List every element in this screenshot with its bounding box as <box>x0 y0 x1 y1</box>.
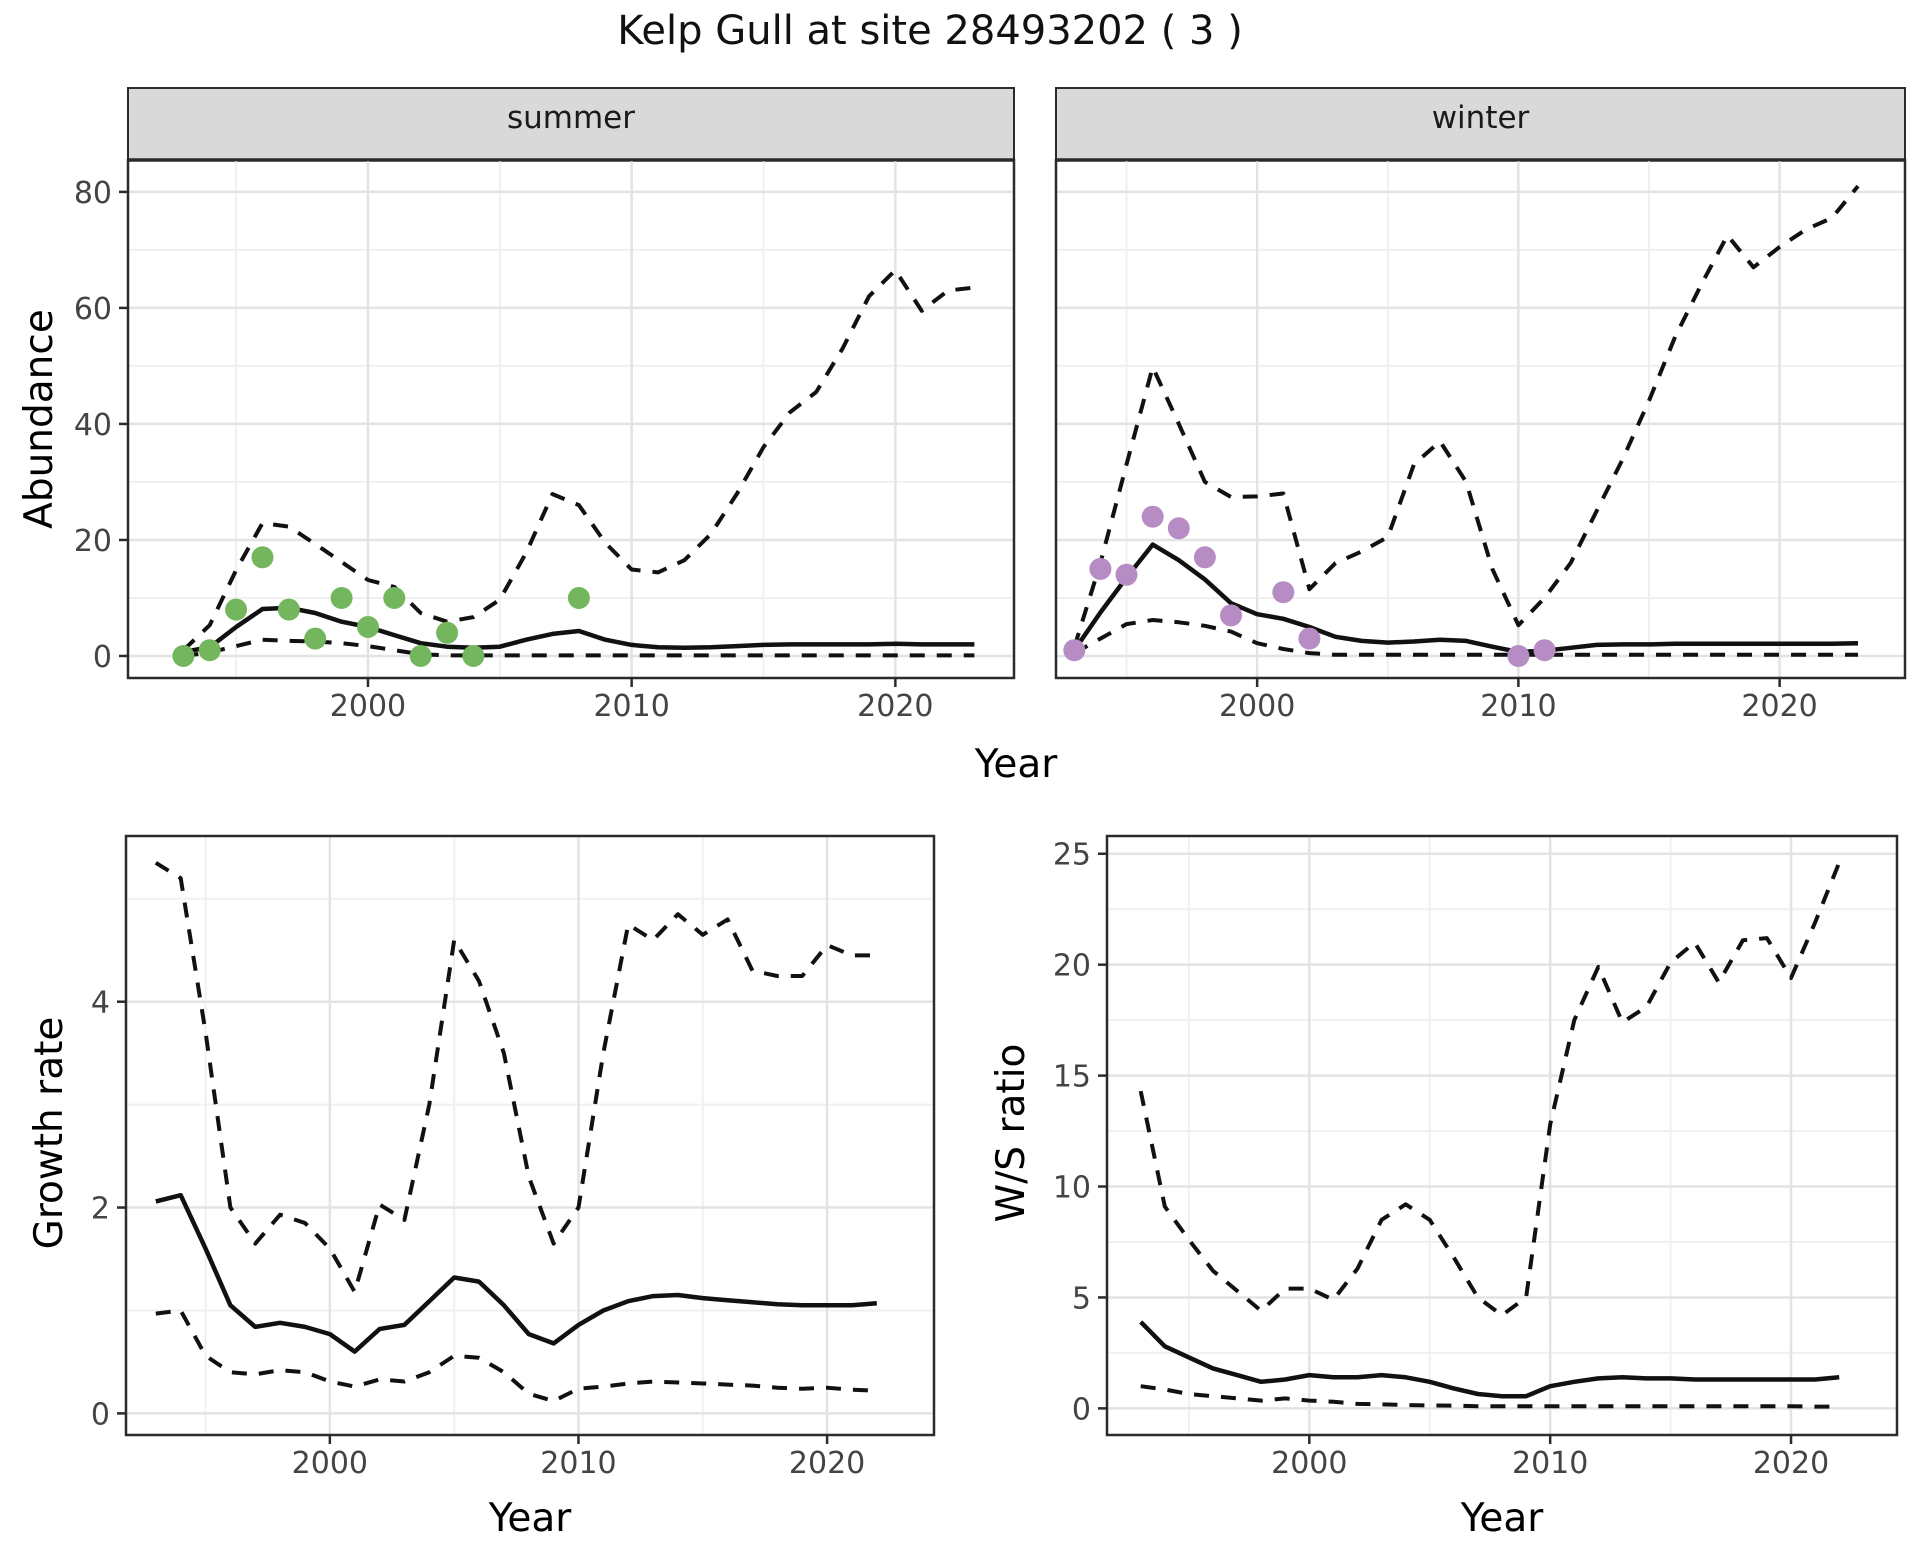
y-axis-title-abundance: Abundance <box>17 309 62 529</box>
median-line <box>183 605 975 655</box>
observation-point <box>357 616 379 638</box>
y-tick-label: 15 <box>1053 1060 1091 1095</box>
median-line <box>1072 542 1859 655</box>
series-group <box>172 268 975 667</box>
ci-upper-line <box>1072 184 1860 648</box>
x-tick-label: 2000 <box>1219 689 1295 724</box>
panel-winter: 2000 2010 2020 <box>1054 87 1907 724</box>
x-tick-label: 2000 <box>292 1446 368 1481</box>
observation-point <box>1167 517 1190 540</box>
panel-border <box>1054 158 1907 680</box>
ci-lower-line <box>155 1308 877 1403</box>
panel-summer: 2000 2010 2020 0 20 40 60 80 <box>74 87 1016 724</box>
x-tick-label: 2010 <box>593 689 669 724</box>
ci-lower-line <box>1140 1384 1840 1409</box>
observation-point <box>1272 581 1295 604</box>
facet-label-winter: winter <box>1431 100 1530 136</box>
panel-border <box>126 158 1016 680</box>
y-tick-label: 20 <box>1053 949 1091 984</box>
y-tick-label: 20 <box>74 524 112 559</box>
observation-point <box>1220 604 1242 627</box>
x-tick-label: 2010 <box>1512 1446 1588 1481</box>
y-tick-label: 40 <box>74 408 112 443</box>
x-tick-label: 2000 <box>1271 1446 1347 1481</box>
panel-ws: 2000 2010 2020 0 5 10 15 20 25 <box>1053 834 1899 1481</box>
ci-upper-line <box>182 268 975 652</box>
y-axis-title-growth-rate: Growth rate <box>27 1016 72 1250</box>
observation-point <box>567 587 590 609</box>
observation-point <box>198 639 221 662</box>
y-axis-title-ws-ratio: W/S ratio <box>989 1043 1034 1223</box>
observation-point <box>251 546 274 569</box>
x-tick-label: 2020 <box>857 689 933 724</box>
panel-border <box>124 834 936 1437</box>
facet-label-summer: summer <box>506 100 635 136</box>
series-group <box>1138 861 1842 1409</box>
observation-point <box>225 598 248 621</box>
observation-point <box>383 587 406 609</box>
observation-point <box>1089 557 1112 580</box>
x-tick-label: 2020 <box>1753 1446 1829 1481</box>
x-axis-title-year-top: Year <box>974 742 1058 787</box>
observation-point <box>172 645 195 667</box>
observation-point <box>1298 627 1321 650</box>
median-line <box>1139 1320 1840 1399</box>
y-tick-label: 5 <box>1072 1281 1091 1316</box>
figure-title: Kelp Gull at site 28493202 ( 3 ) <box>617 8 1243 54</box>
ci-lower-line <box>183 637 975 658</box>
observation-point <box>409 645 432 667</box>
observation-point <box>1115 563 1138 586</box>
facet-strip <box>127 87 1015 161</box>
x-tick-label: 2000 <box>330 689 406 724</box>
y-tick-label: 60 <box>74 292 112 327</box>
x-tick-label: 2010 <box>1480 689 1556 724</box>
x-axis-title-year-ws: Year <box>1460 1496 1544 1541</box>
observation-point <box>330 587 353 609</box>
observation-point <box>1193 546 1216 569</box>
y-tick-label: 4 <box>91 986 110 1021</box>
panel-border <box>1105 834 1899 1437</box>
observation-point <box>304 627 327 650</box>
median-line <box>155 1192 877 1354</box>
series-group <box>154 861 877 1403</box>
y-tick-label: 80 <box>74 176 112 211</box>
ci-upper-line <box>154 861 877 1294</box>
panel-growth: 2000 2010 2020 0 2 4 <box>91 834 936 1481</box>
observation-point <box>1533 639 1556 662</box>
ci-upper-line <box>1138 861 1842 1318</box>
x-tick-label: 2020 <box>789 1446 865 1481</box>
y-tick-label: 0 <box>91 1397 110 1432</box>
y-tick-label: 0 <box>93 640 112 675</box>
observation-point <box>462 645 485 667</box>
observation-point <box>1141 505 1164 528</box>
observation-point <box>1063 639 1086 662</box>
ci-lower-line <box>1073 618 1858 657</box>
facet-strip <box>1055 87 1906 161</box>
observation-point <box>277 598 300 621</box>
y-tick-label: 25 <box>1053 838 1091 873</box>
y-tick-label: 10 <box>1053 1171 1091 1206</box>
x-tick-label: 2010 <box>540 1446 616 1481</box>
x-axis-title-year-growth: Year <box>488 1496 572 1541</box>
x-tick-label: 2020 <box>1741 689 1817 724</box>
y-tick-label: 2 <box>91 1192 110 1227</box>
observation-point <box>436 621 459 644</box>
observation-point <box>1507 645 1530 667</box>
y-tick-label: 0 <box>1072 1392 1091 1427</box>
series-group <box>1063 184 1860 667</box>
